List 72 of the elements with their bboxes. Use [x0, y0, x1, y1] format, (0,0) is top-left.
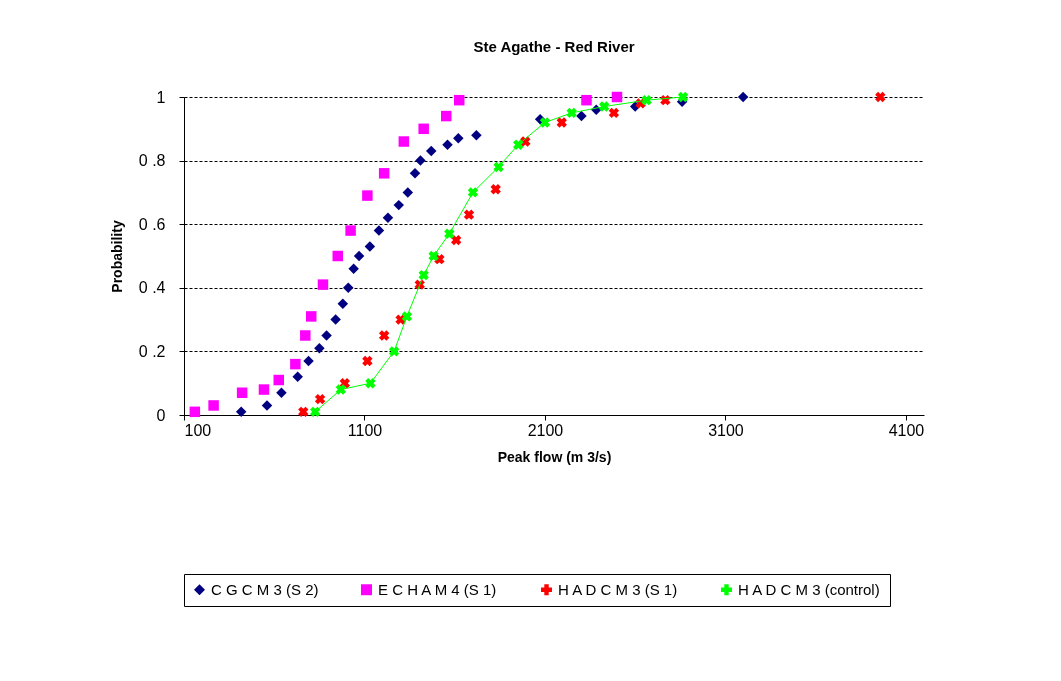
x-axis-title: Peak flow (m 3/s) — [497, 448, 612, 465]
point — [402, 187, 414, 198]
point — [556, 117, 567, 128]
point — [611, 91, 623, 103]
y-tick-label: 0 — [156, 406, 166, 424]
y-tick-label: 0 .4 — [138, 279, 166, 297]
point — [382, 212, 394, 224]
point — [362, 355, 373, 367]
point — [875, 91, 886, 103]
x-tick-label: 3100 — [708, 421, 744, 439]
point — [261, 400, 273, 411]
legend-label: E C H A M 4 (S 1) — [378, 580, 497, 598]
legend-label: H A D C M 3 (control) — [738, 580, 880, 598]
point — [300, 330, 311, 341]
point — [426, 145, 437, 157]
point — [292, 371, 303, 383]
point — [378, 330, 390, 341]
point — [236, 387, 248, 398]
legend-label: H A D C M 3 (S 1) — [558, 580, 678, 598]
point — [273, 374, 284, 386]
point — [409, 168, 421, 179]
point — [364, 241, 376, 252]
point — [581, 94, 592, 106]
point — [398, 136, 410, 147]
point — [317, 279, 329, 290]
point — [677, 91, 689, 103]
point — [353, 250, 365, 262]
point — [276, 387, 287, 398]
point — [343, 282, 354, 294]
point — [471, 129, 482, 141]
point — [321, 330, 332, 341]
point — [303, 355, 314, 367]
point — [348, 263, 359, 274]
point — [454, 94, 465, 106]
point — [345, 225, 356, 236]
x-tick-label: 100 — [184, 421, 212, 439]
point — [362, 190, 373, 201]
point — [332, 250, 344, 262]
x-tick-label: 2100 — [527, 421, 564, 439]
point — [418, 123, 429, 135]
point — [415, 155, 426, 166]
point — [189, 406, 201, 418]
y-axis-title: Probability — [108, 220, 125, 293]
x-tick-label: 4100 — [888, 421, 925, 439]
point — [442, 139, 453, 150]
point — [337, 298, 349, 309]
y-tick-label: 0 .8 — [138, 152, 166, 170]
point — [490, 184, 501, 195]
point — [290, 358, 301, 370]
point — [378, 168, 390, 179]
point — [608, 107, 620, 119]
chart-title: Ste Agathe - Red River — [473, 38, 635, 55]
point — [306, 311, 317, 322]
point — [463, 209, 475, 220]
point — [235, 406, 247, 418]
y-tick-label: 0 .2 — [138, 342, 166, 360]
point — [393, 199, 405, 211]
x-tick-label: 1100 — [347, 421, 383, 439]
point — [330, 314, 341, 325]
point — [737, 91, 749, 103]
point — [258, 384, 270, 395]
point — [208, 400, 219, 411]
point — [298, 406, 309, 418]
point — [441, 110, 452, 122]
legend-label: C G C M 3 (S 2) — [211, 580, 319, 598]
point — [453, 133, 464, 144]
point — [450, 234, 462, 246]
y-tick-label: 1 — [156, 88, 166, 106]
point — [314, 342, 325, 354]
point — [314, 393, 326, 405]
y-tick-label: 0 .6 — [138, 215, 166, 233]
point — [373, 225, 385, 236]
